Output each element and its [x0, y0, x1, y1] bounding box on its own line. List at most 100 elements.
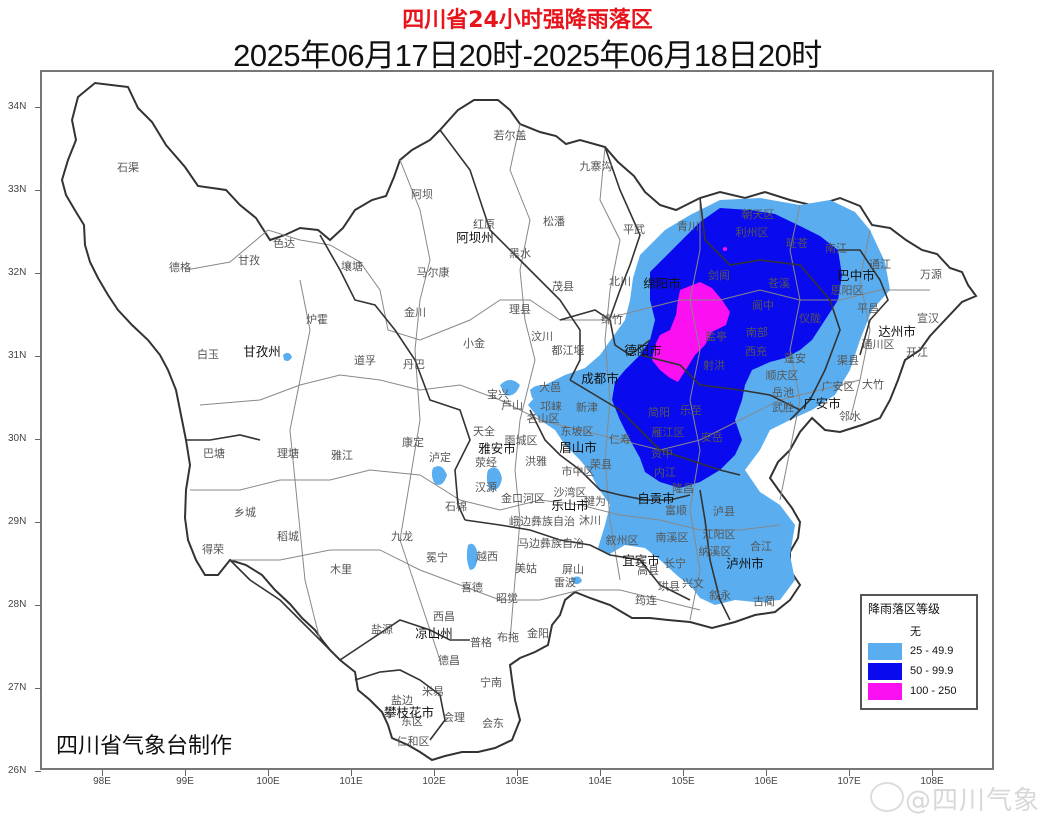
county-label: 宣汉 — [917, 311, 939, 325]
county-label: 渠县 — [837, 354, 859, 367]
county-label: 布拖 — [497, 630, 519, 644]
prefecture-label: 阿坝州 — [456, 230, 494, 245]
y-tick-label: 32N — [8, 267, 27, 278]
county-label: 朝天区 — [742, 208, 775, 221]
county-label: 兴文 — [682, 576, 704, 590]
county-label: 盐源 — [371, 622, 393, 636]
county-label: 芦山 — [501, 399, 523, 412]
county-label: 开江 — [906, 346, 928, 359]
legend-swatch — [868, 662, 902, 680]
x-tick — [849, 770, 850, 776]
y-tick — [35, 190, 41, 191]
producer-credit: 四川省气象台制作 — [56, 734, 233, 759]
county-label: 大邑 — [539, 380, 561, 394]
map-title: 四川省24小时强降雨落区 — [402, 8, 653, 33]
x-tick — [932, 770, 933, 776]
county-label: 会东 — [482, 717, 504, 730]
county-label: 市中区 — [562, 464, 595, 478]
county-label: 昭觉 — [496, 592, 518, 605]
legend-item-none: 无 — [868, 621, 970, 641]
county-label: 资中 — [651, 447, 673, 460]
x-tick-label: 102E — [422, 776, 446, 787]
legend-label: 25 - 49.9 — [910, 645, 954, 657]
county-label: 巴塘 — [203, 446, 225, 460]
y-tick-label: 33N — [8, 184, 27, 195]
county-label: 得荣 — [202, 543, 224, 556]
county-label: 壤塘 — [341, 259, 363, 273]
y-tick — [35, 771, 41, 772]
county-label: 九龙 — [391, 530, 413, 543]
x-tick — [766, 770, 767, 776]
county-label: 仪陇 — [799, 311, 821, 325]
legend-title: 降雨落区等级 — [868, 602, 941, 616]
watermark: @四川气象 — [905, 786, 1041, 816]
county-label: 平武 — [623, 223, 645, 236]
county-label: 西昌 — [433, 610, 455, 623]
weibo-logo-icon — [870, 782, 904, 812]
county-label: 邻水 — [839, 410, 861, 423]
prefecture-label: 泸州市 — [726, 556, 764, 571]
x-tick-label: 107E — [837, 776, 861, 787]
county-label: 平昌 — [857, 302, 879, 315]
county-label: 德格 — [169, 260, 191, 274]
county-label: 米易 — [422, 685, 444, 698]
county-label: 道孚 — [354, 353, 376, 367]
county-label: 小金 — [463, 336, 485, 350]
county-label: 沐川 — [579, 514, 601, 527]
x-tick — [683, 770, 684, 776]
county-label: 长宁 — [664, 556, 686, 570]
county-label: 西充 — [745, 344, 767, 358]
county-label: 宁南 — [480, 675, 502, 689]
county-label: 甘孜 — [238, 253, 260, 267]
county-label: 高县 — [637, 563, 659, 577]
county-label: 古蔺 — [753, 595, 775, 608]
county-label: 宝兴 — [487, 387, 509, 401]
county-label: 仁和区 — [397, 735, 430, 748]
y-tick — [35, 273, 41, 274]
x-tick — [268, 770, 269, 776]
county-label: 南部 — [746, 325, 768, 339]
county-label: 北川 — [609, 275, 631, 288]
legend-item-50-99: 50 - 99.9 — [868, 661, 970, 681]
county-label: 白玉 — [197, 347, 219, 361]
county-label: 石棉 — [445, 499, 467, 513]
prefecture-label: 达州市 — [878, 324, 916, 339]
county-label: 安岳 — [701, 430, 723, 444]
x-tick-label: 106E — [754, 776, 778, 787]
county-label: 泸县 — [713, 505, 735, 518]
county-label: 武胜 — [772, 400, 794, 414]
county-label: 荥经 — [475, 455, 497, 469]
county-label: 马边彝族自治 — [518, 536, 584, 550]
county-label: 东坡区 — [561, 425, 594, 438]
y-tick — [35, 439, 41, 440]
county-label: 剑阁 — [708, 268, 730, 282]
county-label: 青川 — [677, 220, 699, 233]
county-label: 阿坝 — [411, 187, 433, 201]
county-label: 理塘 — [277, 446, 299, 460]
county-label: 名山区 — [527, 411, 560, 425]
prefecture-label: 凉山州 — [415, 626, 453, 641]
x-tick-label: 104E — [588, 776, 612, 787]
y-tick — [35, 356, 41, 357]
county-label: 金口河区 — [501, 491, 545, 505]
county-label: 射洪 — [703, 358, 725, 372]
county-label: 叙永 — [709, 588, 731, 602]
county-label: 色达 — [273, 236, 295, 250]
county-label: 雨城区 — [505, 434, 538, 447]
county-label: 屏山 — [562, 563, 584, 576]
county-label: 会理 — [443, 711, 465, 724]
y-tick — [35, 107, 41, 108]
county-label: 邛崃 — [540, 400, 562, 413]
county-label: 松潘 — [543, 214, 565, 228]
county-label: 荣县 — [590, 458, 612, 471]
county-label: 东区 — [401, 715, 423, 728]
prefecture-label: 广安市 — [803, 396, 841, 411]
county-label: 金川 — [404, 305, 426, 319]
county-label: 九寨沟 — [580, 159, 613, 173]
legend: 降雨落区等级 无 25 - 49.9 50 - 99.9 100 - 250 — [860, 594, 978, 710]
county-label: 康定 — [402, 435, 424, 449]
county-label: 南溪区 — [656, 531, 689, 544]
legend-swatch — [868, 642, 902, 660]
